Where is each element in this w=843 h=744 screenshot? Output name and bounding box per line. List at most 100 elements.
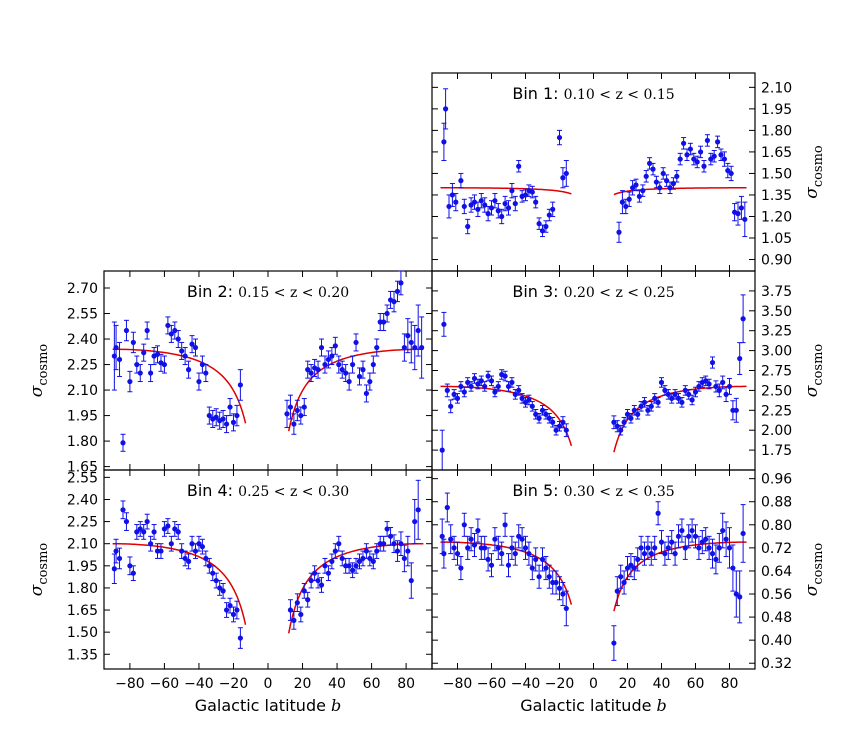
data-point <box>287 394 294 420</box>
data-point <box>391 290 397 313</box>
y-tick-label: 2.40 <box>67 332 98 348</box>
data-marker <box>686 391 692 397</box>
data-point <box>475 201 481 217</box>
y-tick-label: 0.80 <box>761 518 792 534</box>
data-point <box>353 557 359 574</box>
data-point <box>485 547 491 572</box>
data-marker <box>374 344 380 351</box>
panel-title-range: 0.20 < z < 0.25 <box>564 285 675 301</box>
data-point <box>677 152 683 166</box>
data-marker <box>623 203 629 210</box>
data-marker <box>650 166 656 172</box>
data-point <box>546 412 552 424</box>
data-marker <box>519 395 525 401</box>
data-marker <box>728 170 734 177</box>
data-point <box>686 389 692 400</box>
data-marker <box>492 389 498 395</box>
y-axis-label-symbol: σ <box>27 584 47 596</box>
data-marker <box>647 160 653 166</box>
y-axis-label-subscript: cosmo <box>36 543 51 585</box>
data-point <box>441 311 447 337</box>
data-marker <box>367 555 373 562</box>
data-marker <box>516 387 522 393</box>
data-marker <box>648 551 654 557</box>
data-marker <box>703 536 709 542</box>
data-marker <box>677 156 683 162</box>
data-point <box>325 565 332 582</box>
data-marker <box>618 574 624 580</box>
x-tick-label: 40 <box>653 676 671 692</box>
data-marker <box>230 611 237 618</box>
data-marker <box>726 545 733 551</box>
data-marker <box>196 541 202 547</box>
data-marker <box>405 548 411 554</box>
data-marker <box>502 373 508 379</box>
data-marker <box>539 407 546 413</box>
data-marker <box>556 134 563 141</box>
data-point <box>210 565 216 582</box>
data-marker <box>505 383 512 390</box>
data-point <box>405 535 411 567</box>
y-axis-label: σcosmo <box>802 543 826 597</box>
data-marker <box>720 527 726 534</box>
data-point <box>137 364 143 383</box>
data-point <box>213 408 219 427</box>
data-marker <box>298 611 304 618</box>
data-marker <box>614 588 620 594</box>
data-marker <box>658 539 665 545</box>
panel-title: Bin 1: 0.10 < z < 0.15 <box>512 84 674 103</box>
data-point <box>723 521 729 558</box>
data-marker <box>415 327 421 334</box>
data-point <box>113 324 119 371</box>
data-point <box>199 538 205 555</box>
data-marker <box>692 389 699 395</box>
data-point <box>137 521 143 537</box>
data-marker <box>626 196 632 202</box>
data-marker <box>482 545 488 551</box>
data-point <box>563 423 569 438</box>
data-marker <box>529 565 535 571</box>
data-point <box>706 535 712 560</box>
data-marker <box>563 427 569 433</box>
data-marker <box>512 391 518 397</box>
data-marker <box>721 156 728 162</box>
data-point <box>448 399 454 414</box>
data-point <box>635 547 641 572</box>
y-tick-label: 2.40 <box>67 492 98 508</box>
data-point <box>384 304 390 323</box>
data-point <box>363 384 369 403</box>
data-point <box>144 513 150 530</box>
panel-bin-3: 1.75 2.00 2.25 2.50 2.75 3.00 3.25 3.50 3.75 σcos… <box>431 270 826 471</box>
data-point <box>631 556 637 581</box>
data-point <box>329 553 335 570</box>
data-marker <box>563 170 569 177</box>
data-point <box>672 541 678 566</box>
data-point <box>471 532 478 558</box>
data-point <box>529 556 535 581</box>
data-point <box>512 389 518 400</box>
data-point <box>550 201 556 217</box>
data-marker <box>492 198 498 204</box>
data-point <box>726 377 733 395</box>
data-marker <box>343 370 349 376</box>
data-marker <box>113 548 119 554</box>
data-point <box>220 583 226 599</box>
data-marker <box>485 373 491 379</box>
data-point <box>196 535 202 552</box>
data-marker <box>175 529 181 535</box>
data-point <box>318 338 325 357</box>
data-marker <box>475 527 481 534</box>
data-point <box>543 556 549 581</box>
data-point <box>488 553 495 578</box>
data-point <box>691 152 697 166</box>
data-point <box>704 134 711 147</box>
data-point <box>720 512 726 549</box>
data-point <box>144 321 150 340</box>
data-marker <box>465 545 471 551</box>
data-marker <box>509 188 515 194</box>
data-marker <box>339 367 345 373</box>
data-point <box>492 527 498 552</box>
y-tick-label: 0.96 <box>761 472 792 488</box>
data-marker <box>512 551 518 557</box>
data-marker <box>488 205 495 211</box>
